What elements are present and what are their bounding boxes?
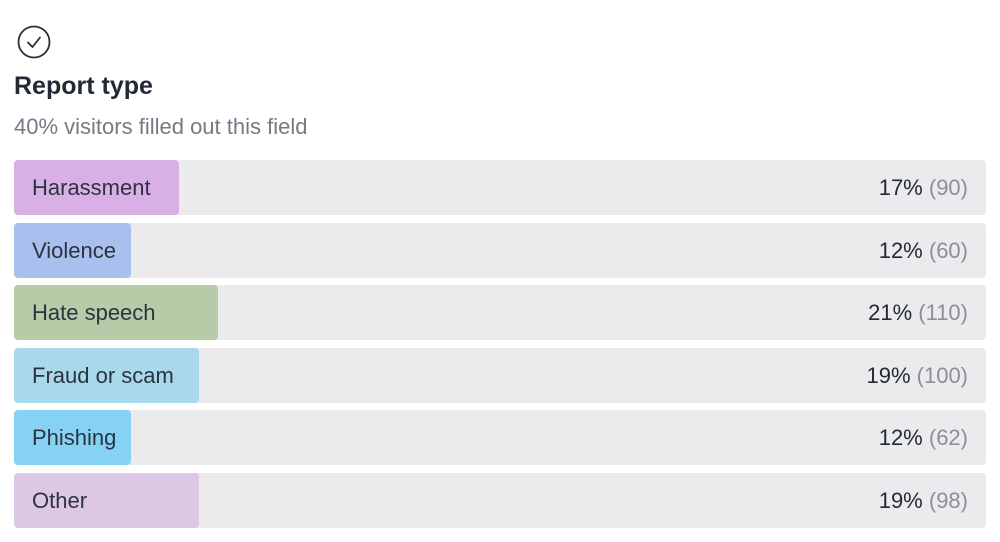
option-bar: [14, 410, 131, 465]
option-stats: 19% (100): [866, 348, 968, 403]
option-label: Fraud or scam: [32, 362, 174, 388]
option-count: (90): [928, 175, 968, 200]
option-label: Hate speech: [32, 300, 156, 325]
option-count: (100): [916, 362, 968, 388]
option-bar: [14, 222, 131, 278]
option-bar: [14, 347, 199, 403]
option-row: Hate speech 21% (110): [14, 285, 986, 340]
option-label: Harassment: [32, 175, 151, 200]
option-bar: [14, 285, 219, 340]
option-row: Other 19% (98): [14, 472, 986, 528]
option-label: Violence: [32, 237, 116, 263]
title: Report type: [14, 72, 153, 100]
subtitle: 40% visitors filled out this field: [14, 114, 308, 139]
option-count: (62): [928, 425, 968, 450]
option-label: Phishing: [32, 425, 117, 450]
option-percent: 12%: [878, 425, 923, 450]
check-icon: [17, 25, 51, 59]
option-row: Phishing 12% (62): [14, 410, 986, 465]
option-percent: 19%: [878, 487, 923, 513]
option-percent: 12%: [878, 237, 923, 263]
option-bar: [14, 160, 180, 215]
option-stats: 19% (98): [879, 473, 968, 528]
option-percent: 19%: [866, 362, 911, 388]
option-count: (60): [928, 237, 968, 263]
option-stats: 17% (90): [879, 160, 968, 215]
option-row: Harassment 17% (90): [14, 160, 986, 215]
option-bar: [14, 472, 199, 528]
option-row: Violence 12% (60): [14, 222, 986, 278]
option-stats: 12% (62): [879, 410, 968, 465]
option-count: (98): [928, 487, 968, 513]
option-percent: 17%: [878, 175, 923, 200]
option-row: Fraud or scam 19% (100): [14, 347, 986, 403]
option-count: (110): [918, 300, 968, 325]
option-label: Other: [32, 487, 88, 513]
option-stats: 12% (60): [879, 223, 968, 278]
option-stats: 21% (110): [868, 285, 968, 340]
option-percent: 21%: [868, 300, 913, 325]
